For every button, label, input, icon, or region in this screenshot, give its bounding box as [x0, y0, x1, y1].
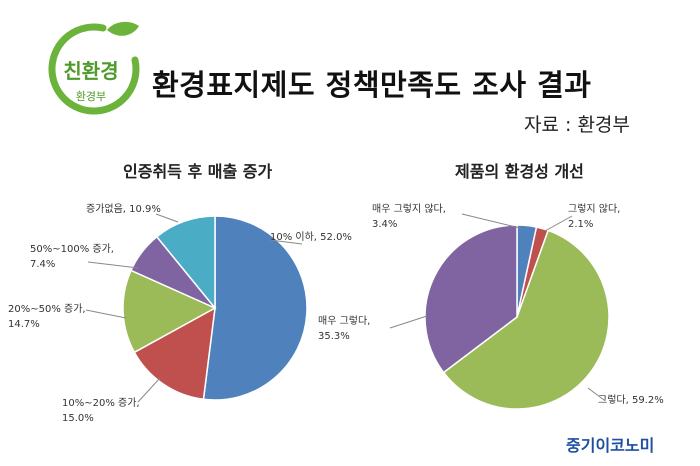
chart-2-slice-label-1: 매우 그렇지 않다, 3.4% [372, 202, 446, 230]
chart-1-leader-line-1 [269, 239, 303, 245]
chart-1-title: 인증취득 후 매출 증가 [123, 162, 273, 181]
chart-2-leader-line-1 [461, 213, 521, 229]
chart-1-leader-line-2 [137, 377, 161, 403]
chart-1-leader-line-4 [87, 261, 139, 269]
chart-1-slice-3 [122, 269, 217, 354]
chart-2-title: 제품의 환경성 개선 [455, 162, 584, 181]
chart-1-slice-label-3: 20%~50% 증가, 14.7% [8, 303, 86, 330]
chart-2-leader-line-2 [544, 215, 573, 232]
chart-2-slice-4 [424, 224, 518, 374]
chart-2-slice-3 [442, 229, 610, 410]
chart-1-slice-1 [202, 215, 308, 401]
chart-1-slice-label-1: 10% 이하, 52.0% [270, 230, 352, 243]
chart-2-slice-label-4: 매우 그렇다, 35.3% [318, 314, 370, 342]
chart-1-slice-label-2: 10%~20% 증가, 15.0% [62, 397, 140, 424]
brand-logo: 중기이코노미 [566, 436, 655, 455]
chart-2-leader-line-4 [389, 315, 428, 329]
chart-1-leader-line-5 [155, 213, 179, 223]
chart-2-leader-line-3 [587, 387, 605, 401]
chart-1-slice-label-4: 50%~100% 증가, 7.4% [30, 243, 114, 270]
logo-main-text: 친환경 [63, 59, 118, 83]
chart-1-slice-label-5: 증가없음, 10.9% [86, 202, 161, 215]
chart-1-slice-2 [133, 306, 216, 401]
chart-2-slice-label-3: 그렇다, 59.2% [598, 393, 664, 406]
page-title: 환경표지제도 정책만족도 조사 결과 [152, 68, 592, 102]
leaf-icon [107, 21, 139, 36]
chart-2-slice-label-2: 그렇지 않다, 2.1% [568, 202, 620, 230]
source-note: 자료 : 환경부 [524, 114, 630, 136]
chart-1-leader-line-3 [85, 309, 127, 319]
logo-sub-text: 환경부 [76, 90, 106, 103]
chart-1-slice-5 [155, 215, 216, 311]
eco-label-logo: 친환경 환경부 [48, 21, 140, 115]
